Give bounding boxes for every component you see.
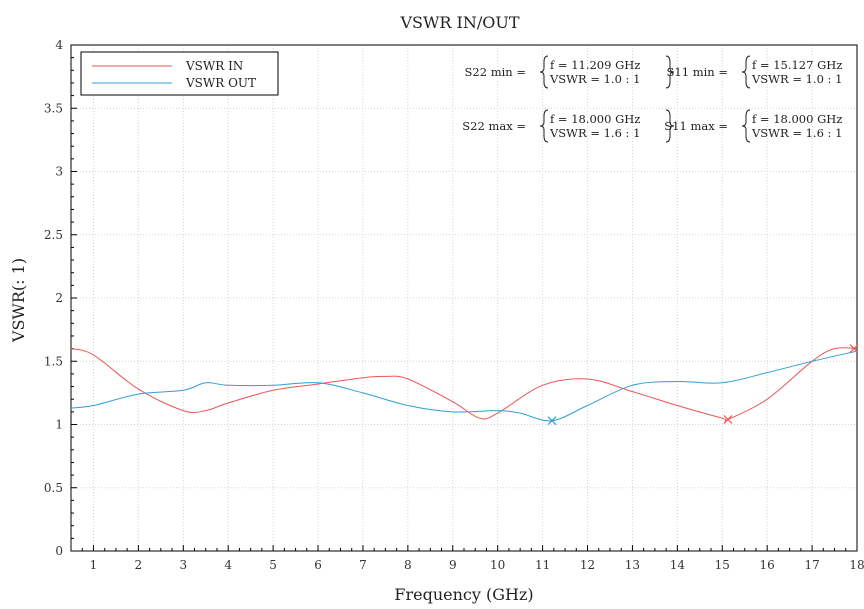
annotation-line1: f = 15.127 GHz: [752, 58, 842, 72]
x-tick-label: 10: [490, 558, 505, 572]
y-axis-title: VSWR(: 1): [9, 258, 28, 343]
chart-title: VSWR IN/OUT: [399, 13, 519, 32]
x-tick-label: 13: [625, 558, 640, 572]
x-tick-label: 18: [849, 558, 864, 572]
min-marker-vswr-out: [547, 416, 557, 426]
legend-box: [80, 51, 279, 96]
y-tick-label: 0.5: [44, 481, 63, 495]
annotation-line1: f = 11.209 GHz: [550, 58, 640, 72]
x-tick-label: 16: [760, 558, 775, 572]
annotation-label: S22 max =: [462, 119, 526, 133]
annotation-brace: [539, 109, 549, 143]
annotation-label: S22 min =: [465, 65, 526, 79]
x-tick-label: 12: [580, 558, 595, 572]
legend-label-vswr-in: VSWR IN: [185, 59, 243, 73]
x-tick-label: 9: [449, 558, 457, 572]
series-layer: [70, 344, 859, 426]
x-axis-title: Frequency (GHz): [394, 585, 533, 604]
series-line-vswr-out: [70, 350, 858, 422]
y-tick-label: 4: [55, 38, 63, 52]
annotation-line2: VSWR = 1.6 : 1: [549, 126, 640, 140]
marker-stroke: [849, 344, 859, 354]
y-tick-label: 2: [55, 291, 63, 305]
x-tick-label: 4: [224, 558, 232, 572]
annotation-brace-close: [665, 109, 675, 143]
annotation-brace: [539, 55, 549, 89]
y-tick-label: 3.5: [44, 101, 63, 115]
x-tick-label: 6: [314, 558, 322, 572]
x-tick-label: 7: [359, 558, 367, 572]
legend-label-vswr-out: VSWR OUT: [185, 76, 256, 90]
annotation-brace: [741, 109, 751, 143]
x-tick-label: 5: [269, 558, 277, 572]
x-tick-label: 1: [90, 558, 98, 572]
annotation-label: S11 min =: [667, 65, 728, 79]
legend: VSWR IN VSWR OUT: [80, 51, 279, 96]
x-tick-label: 2: [135, 558, 143, 572]
marker-stroke: [723, 415, 733, 424]
annotation-line1: f = 18.000 GHz: [752, 112, 842, 126]
series-line-vswr-in: [70, 347, 858, 422]
annotation-line2: VSWR = 1.0 : 1: [549, 72, 640, 86]
y-tick-label: 2.5: [44, 228, 63, 242]
min-marker-vswr-in: [723, 415, 733, 424]
annotation-line2: VSWR = 1.0 : 1: [751, 72, 842, 86]
axes: 1 2 3 4 5 6 7 8 9 10 11 12 13 14 15 16 17 1800.511.522.53…: [44, 38, 864, 572]
annotation-line2: VSWR = 1.6 : 1: [751, 126, 842, 140]
x-tick-label: 17: [804, 558, 819, 572]
x-tick-label: 14: [670, 558, 686, 572]
max-marker-vswr-in: [849, 344, 859, 354]
x-tick-label: 8: [404, 558, 412, 572]
x-tick-label: 3: [179, 558, 187, 572]
marker-stroke: [547, 416, 557, 426]
annotation-brace-close: [665, 55, 675, 89]
y-tick-label: 1: [55, 418, 63, 432]
y-tick-label: 0: [55, 544, 63, 558]
annotation-label: S11 max =: [664, 119, 728, 133]
x-tick-label: 11: [535, 558, 550, 572]
y-tick-label: 1.5: [44, 354, 63, 368]
annotation-line1: f = 18.000 GHz: [550, 112, 640, 126]
annotation-brace: [741, 55, 751, 89]
x-tick-label: 15: [715, 558, 730, 572]
y-tick-label: 3: [55, 165, 63, 179]
